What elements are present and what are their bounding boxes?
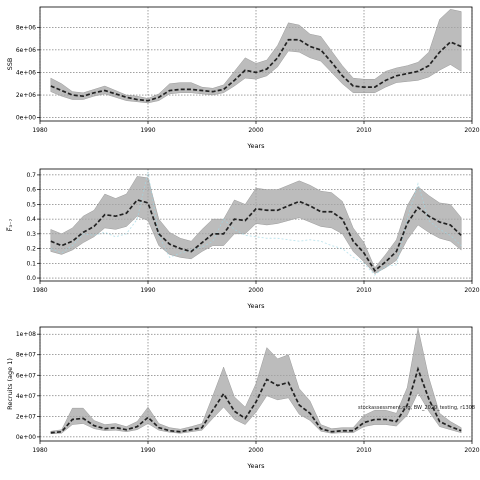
x-tick-label: 1990 xyxy=(140,287,155,294)
x-axis-label: Years xyxy=(246,142,265,150)
median-line xyxy=(50,38,462,102)
x-tick-label: 2010 xyxy=(356,287,371,294)
source-annotation: stockassessment.org, BW_2020_testing, r1… xyxy=(358,405,475,411)
y-tick-label: 1e+08 xyxy=(16,331,36,338)
x-tick-label: 1980 xyxy=(32,287,47,294)
y-tick-label: 0.7 xyxy=(26,172,36,179)
y-tick-label: 0.5 xyxy=(26,201,36,208)
confidence-band xyxy=(50,9,462,104)
y-tick-label: 0.0 xyxy=(26,275,36,282)
y-tick-label: 4e+06 xyxy=(16,69,36,76)
ssb-panel: 1980 1990 2000 2010 2020 0e+00 2e+06 4e+06 6e+06… xyxy=(6,6,480,150)
y-tick-label: 6e+06 xyxy=(16,47,36,54)
fishing-mortality-panel: 1980 1990 2000 2010 2020 0.0 0.1 0.2 0.3 0.4 0.5 0.… xyxy=(5,168,480,310)
y-tick-label: 4e+07 xyxy=(16,393,36,400)
x-axis-label: Years xyxy=(246,302,265,310)
y-axis-label: SSB xyxy=(6,58,14,71)
x-tick-label: 2010 xyxy=(356,447,371,454)
y-tick-label: 0.1 xyxy=(26,260,36,267)
x-tick-label: 2020 xyxy=(464,127,479,134)
x-tick-label: 2000 xyxy=(248,127,263,134)
x-tick-label: 2020 xyxy=(464,447,479,454)
y-tick-label: 0.4 xyxy=(26,216,36,223)
x-axis-label: Years xyxy=(246,462,265,470)
y-tick-label: 8e+07 xyxy=(16,352,36,359)
median-line xyxy=(50,198,462,272)
recruitment-panel: 1980 1990 2000 2010 2020 0e+00 2e+07 4e+07 6e+07… xyxy=(6,326,480,470)
x-tick-label: 1980 xyxy=(32,447,47,454)
y-tick-label: 0e+00 xyxy=(16,115,36,122)
y-axis-label: F̅₃₋₇ xyxy=(5,218,14,231)
y-tick-label: 6e+07 xyxy=(16,372,36,379)
x-tick-label: 2000 xyxy=(248,447,263,454)
y-tick-label: 0.2 xyxy=(26,246,36,253)
x-tick-label: 1990 xyxy=(140,447,155,454)
median-line xyxy=(50,366,462,434)
y-tick-label: 0.6 xyxy=(26,187,36,194)
y-tick-label: 8e+06 xyxy=(16,24,36,31)
ghost-series-line xyxy=(50,171,462,276)
y-tick-label: 2e+06 xyxy=(16,92,36,99)
x-tick-label: 1990 xyxy=(140,127,155,134)
confidence-band xyxy=(50,327,462,435)
x-tick-label: 2000 xyxy=(248,287,263,294)
x-tick-label: 1980 xyxy=(32,127,47,134)
confidence-band xyxy=(50,176,462,274)
y-tick-label: 0.3 xyxy=(26,231,36,238)
x-tick-label: 2020 xyxy=(464,287,479,294)
x-tick-label: 2010 xyxy=(356,127,371,134)
y-tick-label: 0e+00 xyxy=(16,434,36,441)
y-tick-label: 2e+07 xyxy=(16,413,36,420)
y-axis-label: Recruits (age 1) xyxy=(6,358,14,410)
